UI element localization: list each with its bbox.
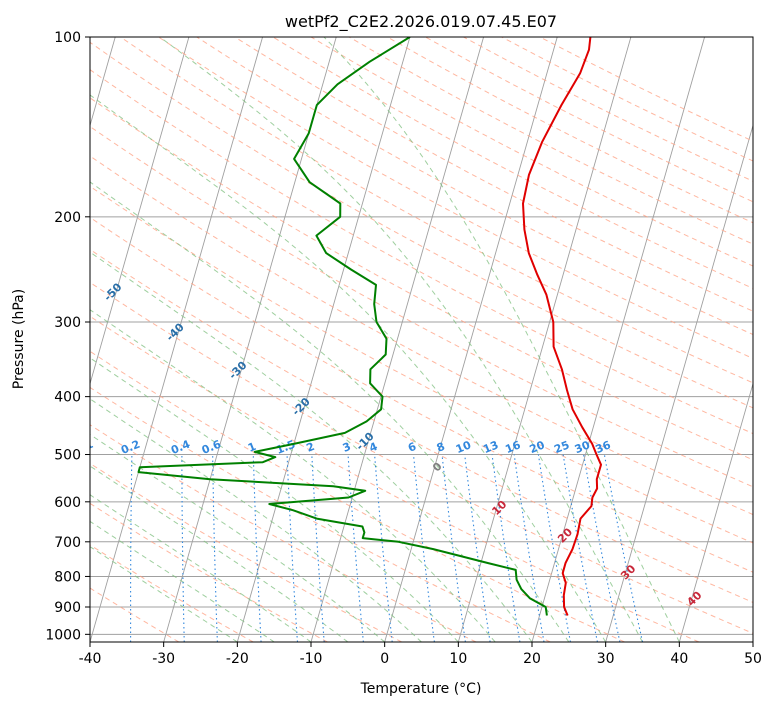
isotherm-line <box>384 37 558 642</box>
temperature-profile <box>522 37 602 616</box>
mixing-ratio-line <box>513 454 545 642</box>
moist-adiabat <box>323 37 680 642</box>
sounding-series <box>137 37 602 616</box>
x-tick-label: 40 <box>670 651 688 667</box>
mixing-ratio-line <box>537 454 571 642</box>
mixing-ratio-line <box>286 454 299 642</box>
mixing-ratio-line <box>374 454 393 642</box>
mixing-ratio-line <box>347 454 364 642</box>
moist-adiabat <box>90 181 570 642</box>
x-tick-label: -40 <box>79 651 102 667</box>
isotherm-line <box>236 37 411 642</box>
dewpoint-profile <box>137 37 548 616</box>
moist-adiabat <box>90 309 496 642</box>
mixing-ratio-label: 20 <box>528 438 547 456</box>
x-tick-label: 10 <box>449 651 467 667</box>
x-axis-ticks: -40 -30 -20 -10 0 10 20 30 40 50 <box>79 642 762 667</box>
mixing-ratio-line <box>441 454 466 642</box>
mixing-ratio-label: 10 <box>454 438 473 456</box>
plot-area: 0.10.20.40.611.52346810131620253036-100-… <box>72 37 753 642</box>
moist-adiabat <box>90 494 312 642</box>
mixing-ratio-label: 36 <box>594 438 613 456</box>
y-axis-ticks: 100 200 300 400 500 600 700 800 900 1000 <box>45 30 90 643</box>
moist-adiabats <box>90 37 680 642</box>
mixing-ratio-label: 30 <box>573 438 592 456</box>
mixing-ratio-label: 3 <box>341 440 353 455</box>
moist-adiabat <box>90 398 422 642</box>
isotherm-line <box>163 37 337 642</box>
y-tick-label: 300 <box>54 315 81 331</box>
moist-adiabat <box>90 94 607 642</box>
mixing-ratio-label: 8 <box>435 440 447 455</box>
mixing-ratio-label: 0.1 <box>72 438 95 457</box>
x-tick-label: 30 <box>597 651 615 667</box>
mixing-ratio-line <box>491 454 521 642</box>
mixing-ratio-label: 2 <box>305 440 317 455</box>
isotherm-lines <box>90 37 753 642</box>
isotherm-line <box>605 123 753 642</box>
isotherm-line <box>457 37 632 642</box>
dry-adiabat <box>90 97 753 461</box>
x-tick-label: 50 <box>744 651 762 667</box>
mixing-ratio-label: 25 <box>552 438 571 456</box>
y-tick-label: 600 <box>54 495 81 511</box>
dry-adiabat <box>90 216 753 573</box>
y-tick-label: 1000 <box>45 627 81 643</box>
y-tick-label: 100 <box>54 30 81 46</box>
dry-adiabat <box>90 185 753 544</box>
mixing-ratio-label: 16 <box>503 438 522 456</box>
dry-adiabat <box>90 41 753 409</box>
overlay-labels: 0.10.20.40.611.52346810131620253036-100-… <box>72 280 705 608</box>
isotherm-line <box>531 37 706 642</box>
dry-adiabat <box>271 37 753 289</box>
moist-adiabat <box>90 251 533 642</box>
mixing-ratio-line <box>311 454 325 642</box>
y-tick-label: 200 <box>54 210 81 226</box>
dry-adiabat <box>90 155 753 516</box>
x-tick-label: 0 <box>380 651 389 667</box>
isotherm-line <box>90 37 190 386</box>
x-tick-label: -10 <box>300 651 323 667</box>
dry-adiabat <box>90 424 477 642</box>
y-axis-label: Pressure (hPa) <box>11 289 27 389</box>
dry-adiabat <box>233 37 753 312</box>
pressure-grid <box>90 37 753 635</box>
y-tick-label: 500 <box>54 448 81 464</box>
mixing-ratio-line <box>464 454 491 642</box>
dry-adiabat <box>157 37 753 359</box>
isotherm-line <box>678 382 753 642</box>
mixing-ratio-line <box>181 454 185 642</box>
moist-adiabat <box>158 37 643 642</box>
dry-adiabat <box>90 248 753 603</box>
dry-adiabat <box>90 544 254 642</box>
mixing-ratio-line <box>130 454 133 642</box>
y-tick-label: 700 <box>54 535 81 551</box>
x-tick-label: -20 <box>226 651 249 667</box>
mixing-ratio-line <box>412 454 435 642</box>
y-tick-label: 900 <box>54 600 81 616</box>
chart-title: wetPf2_C2E2.2026.019.07.45.E07 <box>285 12 557 32</box>
x-tick-label: -30 <box>152 651 175 667</box>
mixing-ratio-line <box>603 454 644 642</box>
mixing-ratio-lines <box>130 454 644 642</box>
dry-adiabat <box>90 386 551 642</box>
y-tick-label: 400 <box>54 390 81 406</box>
mixing-ratio-line <box>562 454 598 642</box>
mixing-ratio-label: 1 <box>246 440 258 455</box>
plot-frame <box>89 36 754 643</box>
mixing-ratio-label: 13 <box>481 438 500 456</box>
mixing-ratio-line <box>583 454 621 642</box>
dry-adiabat <box>90 315 700 642</box>
mixing-ratio-line <box>212 454 218 642</box>
x-axis-label: Temperature (°C) <box>360 681 482 697</box>
y-tick-label: 800 <box>54 569 81 585</box>
isotherm-line <box>310 37 485 642</box>
mixing-ratio-line <box>252 454 262 642</box>
dry-adiabat <box>90 587 180 642</box>
x-tick-label: 20 <box>523 651 541 667</box>
dry-adiabat <box>90 462 402 642</box>
